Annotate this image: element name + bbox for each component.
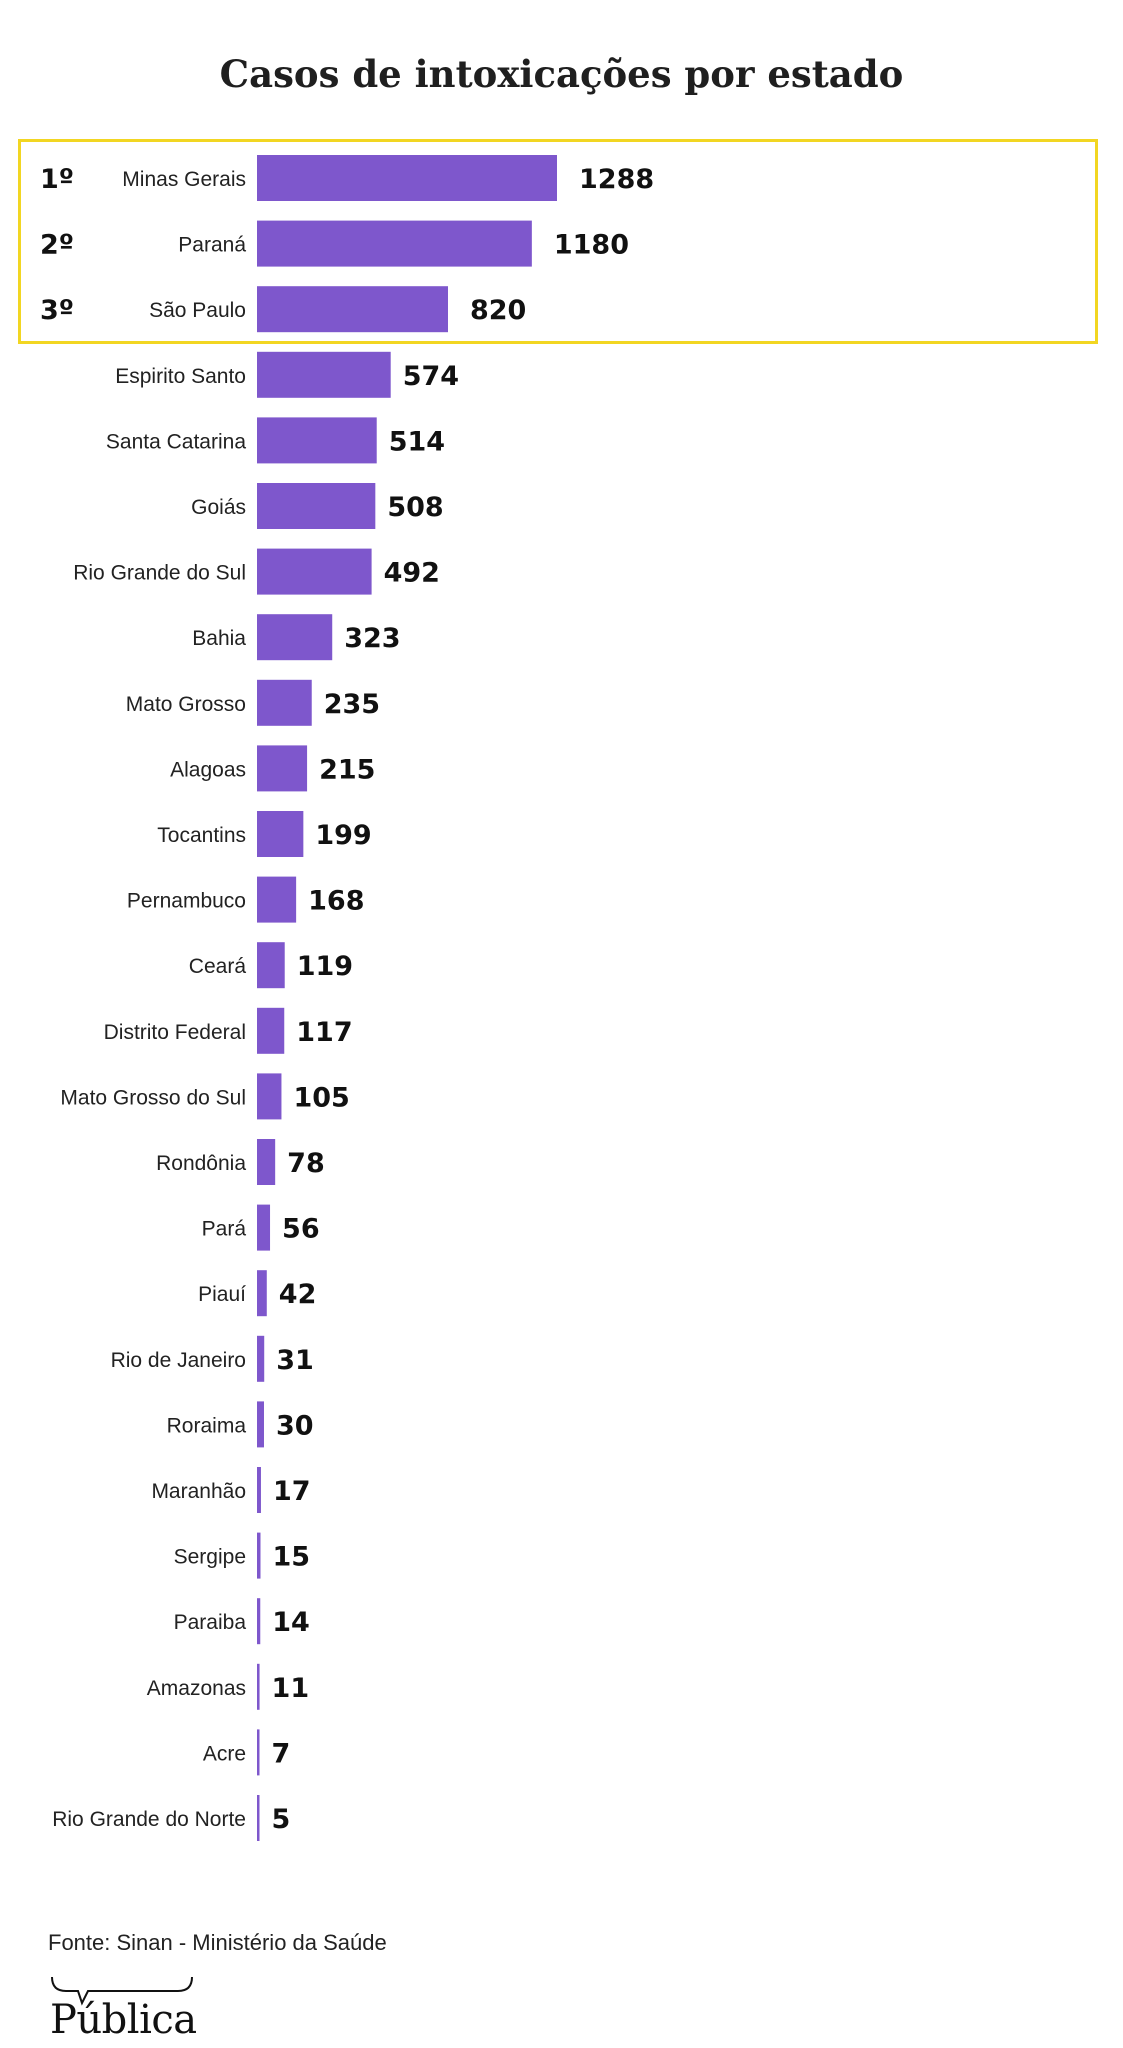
category-label: Minas Gerais [122, 168, 246, 191]
value-label: 1288 [579, 164, 654, 195]
category-label: Paraná [178, 234, 246, 257]
category-label: Rio Grande do Sul [73, 562, 246, 585]
value-label: 235 [324, 689, 380, 720]
bar [257, 1335, 265, 1382]
bar [257, 1598, 261, 1645]
value-label: 30 [276, 1410, 314, 1441]
value-label: 11 [272, 1673, 310, 1704]
value-label: 15 [272, 1542, 310, 1573]
value-label: 492 [384, 558, 440, 589]
value-label: 323 [344, 623, 400, 654]
value-label: 117 [296, 1017, 352, 1048]
speech-bubble-icon [51, 1976, 193, 2006]
bar [257, 942, 285, 989]
category-label: Santa Catarina [106, 430, 246, 453]
category-label: São Paulo [149, 299, 246, 322]
top-three-highlight [18, 139, 1098, 344]
category-label: Pará [202, 1218, 247, 1241]
category-label: Tocantins [157, 824, 246, 847]
value-label: 14 [272, 1607, 310, 1638]
category-label: Acre [203, 1742, 246, 1765]
category-label: Maranhão [151, 1480, 246, 1503]
value-label: 7 [272, 1738, 291, 1769]
bar [257, 286, 448, 333]
bar [257, 1270, 267, 1317]
value-label: 56 [282, 1214, 320, 1245]
value-label: 119 [297, 951, 353, 982]
category-label: Pernambuco [127, 890, 246, 913]
bar [257, 1729, 260, 1776]
bar [257, 745, 308, 792]
bar [257, 1073, 282, 1120]
rank-label: 1º [40, 164, 74, 195]
category-label: Sergipe [174, 1546, 246, 1569]
category-label: Amazonas [147, 1677, 246, 1700]
category-label: Rondônia [156, 1152, 246, 1175]
category-label: Mato Grosso do Sul [60, 1086, 246, 1109]
source-note: Fonte: Sinan - Ministério da Saúde [48, 1930, 387, 1955]
value-label: 514 [389, 426, 445, 457]
bar [257, 1007, 285, 1054]
bar [257, 1795, 260, 1841]
category-label: Rio Grande do Norte [52, 1808, 246, 1831]
bar [257, 155, 557, 201]
category-label: Goiás [191, 496, 246, 519]
rank-label: 2º [40, 230, 74, 261]
value-label: 574 [403, 361, 459, 392]
category-label: Distrito Federal [104, 1021, 246, 1044]
bar-chart: Minas Gerais 1288 1º Paraná 1180 2º São Paulo 8… [40, 155, 654, 1841]
category-label: Ceará [189, 955, 247, 978]
category-label: Alagoas [170, 758, 246, 781]
bar [257, 351, 391, 398]
bar [257, 1663, 260, 1710]
bar [257, 1467, 261, 1513]
logo-wordmark: Pública [50, 1997, 197, 2043]
chart-title: Casos de intoxicações por estado [219, 52, 904, 96]
category-label: Espirito Santo [115, 365, 246, 388]
category-label: Mato Grosso [126, 693, 246, 716]
bar [257, 1139, 276, 1185]
category-label: Paraiba [174, 1611, 247, 1634]
rank-label: 3º [40, 295, 74, 326]
value-label: 168 [308, 886, 364, 917]
value-label: 78 [287, 1148, 325, 1179]
bar [257, 1401, 264, 1448]
category-label: Bahia [192, 627, 246, 650]
value-label: 5 [272, 1804, 291, 1835]
value-label: 31 [276, 1345, 314, 1376]
category-label: Piauí [198, 1283, 246, 1306]
bar [257, 614, 333, 661]
value-label: 820 [470, 295, 526, 326]
value-label: 508 [387, 492, 443, 523]
bar [257, 483, 376, 529]
bar [257, 679, 312, 726]
bar [257, 1204, 271, 1251]
bar [257, 811, 304, 857]
bar [257, 876, 297, 923]
value-label: 215 [319, 754, 375, 785]
bar [257, 548, 372, 595]
bar [257, 1532, 261, 1579]
bar [257, 417, 377, 464]
category-label: Rio de Janeiro [111, 1349, 246, 1372]
value-label: 105 [293, 1082, 349, 1113]
value-label: 17 [273, 1476, 311, 1507]
value-label: 199 [315, 820, 371, 851]
publica-logo: Pública [48, 1975, 208, 2045]
bar [257, 220, 532, 267]
category-label: Roraima [167, 1414, 247, 1437]
value-label: 42 [279, 1279, 317, 1310]
value-label: 1180 [554, 230, 629, 261]
